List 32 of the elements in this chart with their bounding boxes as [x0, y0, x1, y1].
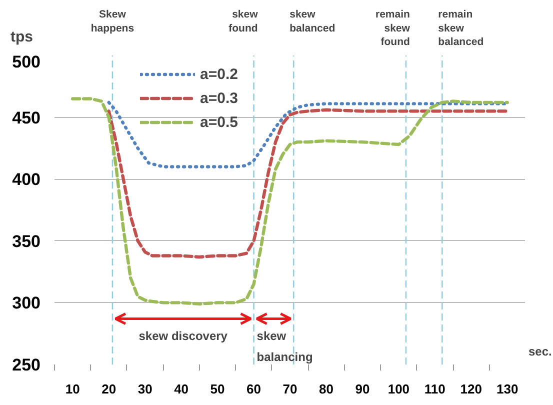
x-tick-label: 110: [424, 382, 446, 396]
legend-label: a=0.2: [200, 64, 238, 84]
y-tick-label: 250: [12, 356, 41, 374]
ref-line-label: remain skew balanced: [438, 8, 484, 48]
ref-line-label: remain skew found: [376, 8, 411, 48]
ref-line-label: Skew happens: [90, 8, 134, 34]
x-tick-label: 50: [210, 382, 225, 396]
y-tick-label: 400: [12, 170, 41, 190]
annotation: skew balancing: [256, 328, 313, 364]
x-tick-label: 40: [174, 382, 189, 396]
y-tick-label: 500: [12, 52, 41, 72]
x-tick-label: 100: [388, 382, 410, 396]
y-tick-label: 450: [12, 108, 41, 128]
y-tick-label: 350: [12, 232, 41, 251]
legend-label: a=0.3: [200, 88, 238, 108]
ref-line-label: skew found: [228, 8, 259, 34]
line-series: [107, 108, 509, 259]
ref-line-label: skew balanced: [290, 8, 336, 34]
x-tick-label: 130: [496, 382, 518, 396]
x-tick-label: 70: [282, 382, 298, 396]
annotation: skew discovery: [138, 328, 228, 343]
x-tick-label: 20: [102, 382, 116, 396]
x-tick-label: 120: [460, 382, 482, 396]
x-tick-label: 30: [138, 382, 152, 396]
y-axis-title: tps: [10, 28, 33, 46]
legend-label: a=0.5: [200, 112, 238, 132]
x-tick-label: 10: [65, 382, 80, 396]
x-tick-label: 60: [246, 382, 262, 396]
x-axis-title: sec.: [528, 344, 552, 358]
y-tick-label: 300: [12, 294, 41, 313]
x-tick-label: 80: [319, 382, 334, 396]
x-tick-label: 90: [355, 382, 370, 396]
